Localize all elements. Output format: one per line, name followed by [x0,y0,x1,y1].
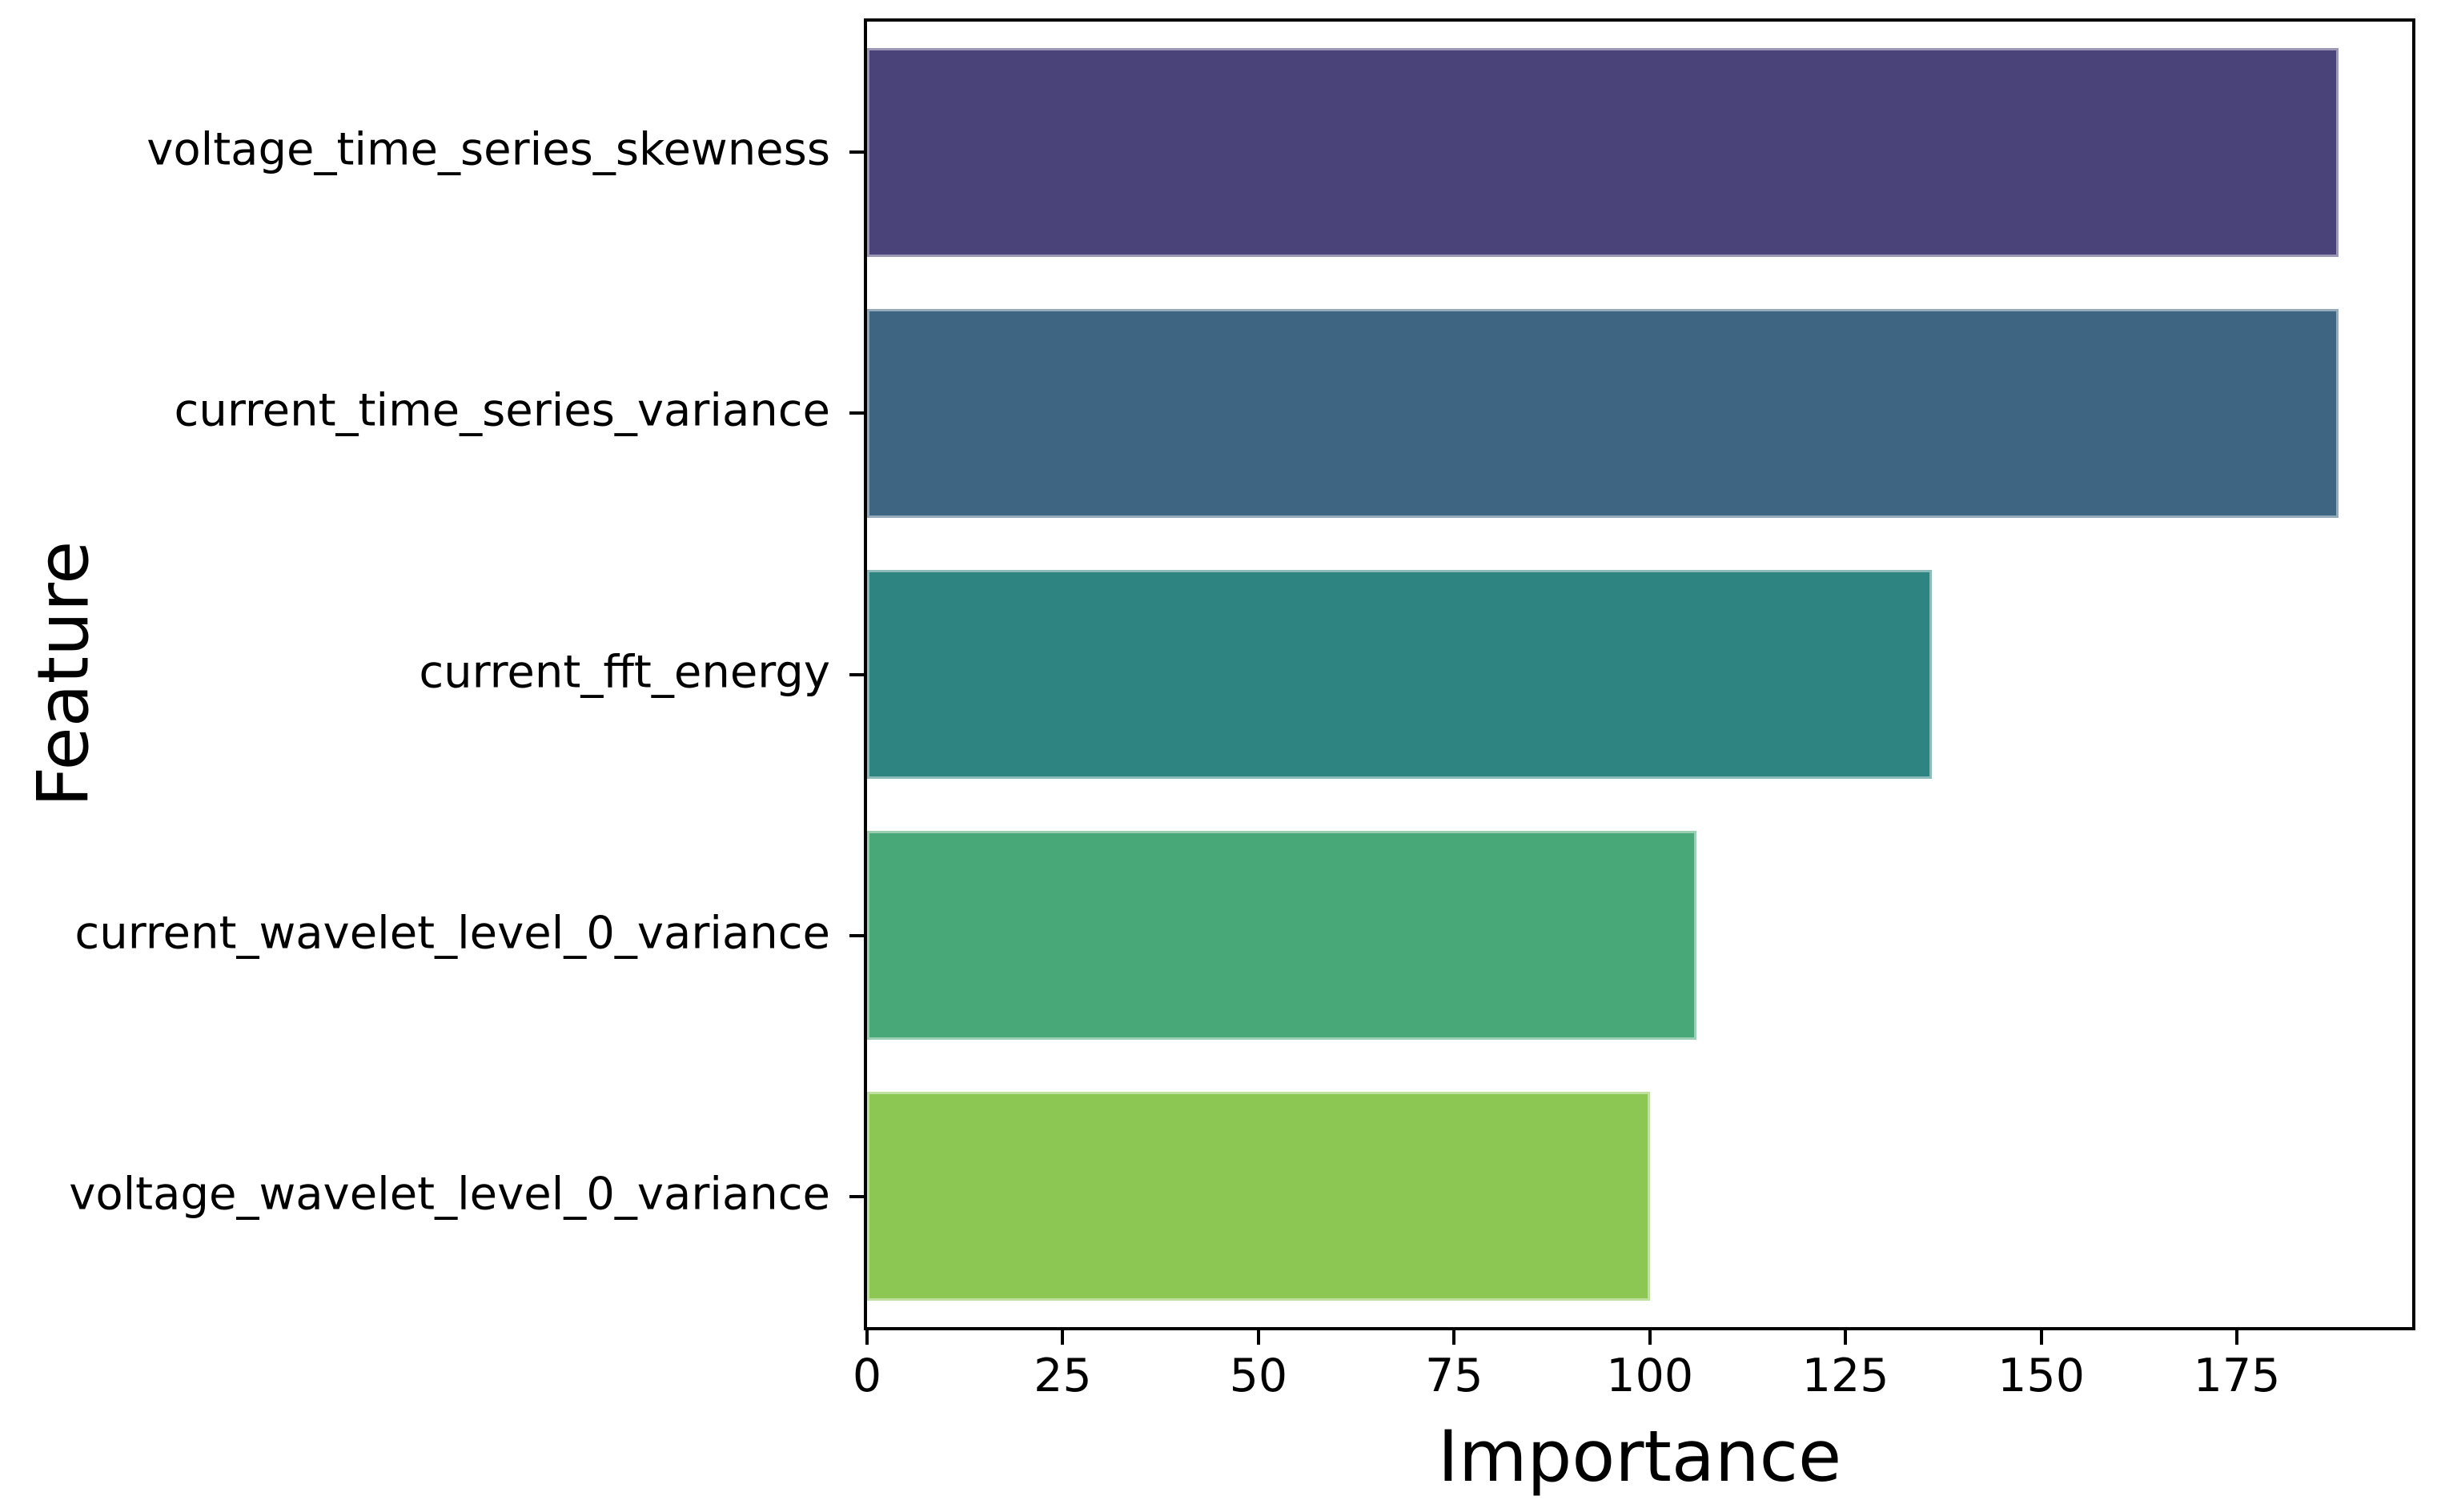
x-tick-mark [2234,1330,2238,1345]
bar-voltage_wavelet_level_0_variance [867,1092,1650,1301]
x-tick-label: 25 [1034,1350,1092,1402]
bar-current_time_series_variance [867,308,2339,518]
x-tick-label: 150 [1997,1350,2085,1402]
y-category-label: voltage_time_series_skewness [147,123,830,176]
y-category-label: current_fft_energy [419,646,830,699]
y-tick-mark [849,672,864,676]
y-tick-mark [849,933,864,937]
x-tick-label: 0 [852,1350,882,1402]
x-tick-mark [1061,1330,1065,1345]
y-category-label: voltage_wavelet_level_0_variance [69,1168,830,1221]
x-tick-mark [1648,1330,1652,1345]
y-axis-category-labels: voltage_time_series_skewness current_time… [0,22,840,1327]
x-tick-mark [865,1330,869,1345]
x-tick-mark [2039,1330,2043,1345]
x-tick-label: 50 [1229,1350,1288,1402]
y-axis-ticks [849,22,864,1327]
y-tick-mark [849,1194,864,1198]
bar-current_wavelet_level_0_variance [867,831,1697,1041]
plot-area [864,18,2415,1330]
y-axis-title-text: Feature [22,540,105,808]
x-axis-tick-labels: 0 25 50 75 100 125 150 175 [853,1350,2412,1415]
x-axis-title-text: Importance [1437,1415,1842,1498]
x-tick-label: 175 [2193,1350,2281,1402]
x-tick-mark [1452,1330,1456,1345]
bar-voltage_time_series_skewness [867,47,2339,257]
x-tick-label: 125 [1801,1350,1889,1402]
y-category-label: current_wavelet_level_0_variance [74,907,830,960]
bar-current_fft_energy [867,570,1932,779]
x-tick-label: 75 [1425,1350,1483,1402]
x-tick-mark [1844,1330,1848,1345]
y-tick-mark [849,411,864,415]
x-tick-label: 100 [1606,1350,1694,1402]
x-tick-mark [1256,1330,1260,1345]
y-tick-mark [849,150,864,154]
x-axis-ticks [865,1330,2412,1345]
y-category-label: current_time_series_variance [174,385,830,438]
x-axis-title: Importance [867,1418,2412,1496]
